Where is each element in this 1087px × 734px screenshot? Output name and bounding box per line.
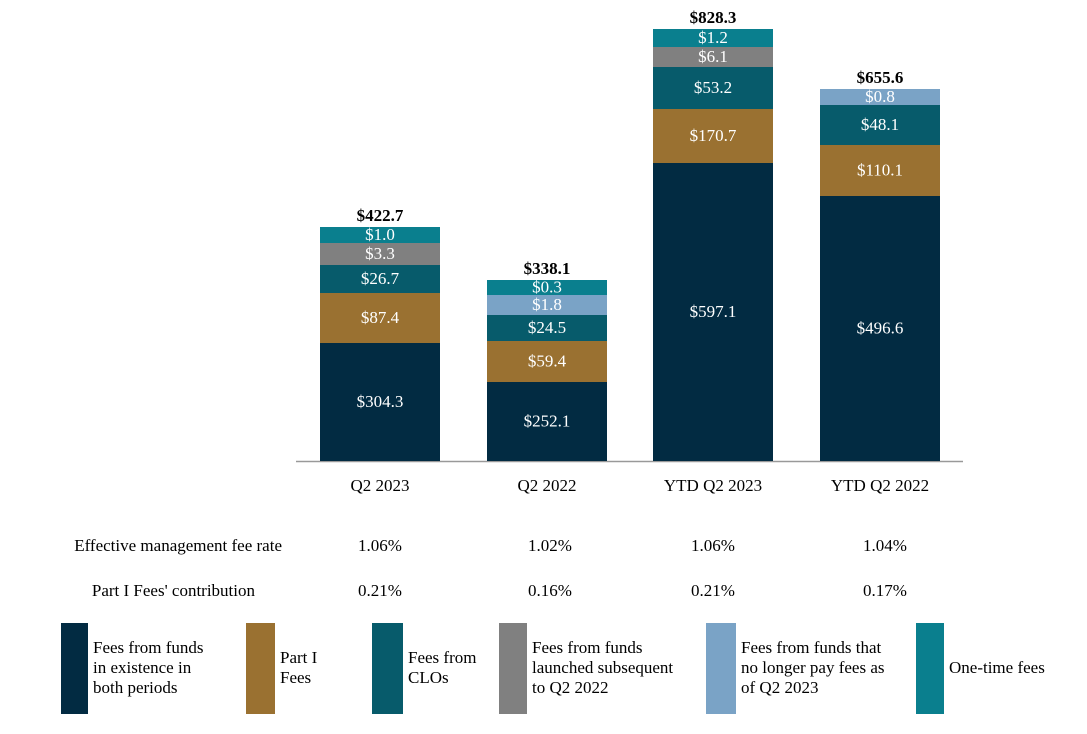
data-label: $59.4 — [528, 351, 567, 370]
total-label: $338.1 — [524, 259, 571, 278]
legend-swatch — [706, 623, 736, 714]
bar-segment — [320, 343, 440, 461]
part-i-cell: 0.16% — [528, 581, 572, 600]
legend-label-line: no longer pay fees as — [741, 658, 885, 677]
legend-label: Part I Fees — [280, 648, 317, 688]
bar-segment — [487, 280, 607, 295]
part-i-cell: 0.17% — [863, 581, 907, 600]
legend-swatch — [916, 623, 944, 714]
total-label: $655.6 — [857, 68, 904, 87]
data-label: $597.1 — [690, 302, 737, 321]
bar-segment — [320, 293, 440, 343]
bar-segment — [487, 315, 607, 341]
part-i-cell: 0.21% — [358, 581, 402, 600]
legend-label-line: Fees from funds — [93, 638, 204, 657]
part-i-cell: 0.21% — [691, 581, 735, 600]
bar-segment — [653, 109, 773, 163]
data-label: $252.1 — [524, 411, 571, 430]
data-label: $6.1 — [698, 47, 728, 66]
data-label: $496.6 — [857, 318, 904, 337]
data-label: $48.1 — [861, 115, 899, 134]
legend-label: Fees from funds launched subsequent to Q2 … — [532, 638, 673, 698]
data-label: $170.7 — [690, 126, 737, 145]
legend-label-line: both periods — [93, 678, 178, 697]
fee-rate-cell: 1.02% — [528, 536, 572, 555]
bar-segment — [820, 145, 940, 196]
x-tick-label: YTD Q2 2022 — [830, 476, 930, 495]
legend-label-line: Fees from funds — [532, 638, 643, 657]
legend-label-line: of Q2 2023 — [741, 678, 819, 697]
bar-segment — [653, 47, 773, 67]
data-label: $26.7 — [361, 269, 400, 288]
bar-segment — [320, 227, 440, 243]
legend-label-line: launched subsequent — [532, 658, 674, 677]
bar-segment — [487, 341, 607, 382]
legend-label: Fees from CLOs — [408, 648, 476, 688]
legend-label-line: Fees from funds that — [741, 638, 882, 657]
fee-rate-cell: 1.06% — [358, 536, 402, 555]
legend-label-line: Part I — [280, 648, 318, 667]
data-label: $3.3 — [365, 244, 395, 263]
data-label: $24.5 — [528, 318, 566, 337]
x-tick-label: YTD Q2 2023 — [663, 476, 763, 495]
data-label: $53.2 — [694, 78, 732, 97]
stacked-bar-chart: $304.3 $87.4 $26.7 $3.3$1.0$422.7 $252.1 $59.… — [296, 8, 963, 463]
legend-swatch — [246, 623, 275, 714]
legend-swatch — [499, 623, 527, 714]
bar-segment — [653, 67, 773, 109]
legend-label-line: to Q2 2022 — [532, 678, 609, 697]
data-label: $1.8 — [532, 295, 562, 314]
legend-label-line: One-time fees — [949, 658, 1045, 677]
data-label: $0.8 — [865, 87, 895, 106]
legend-label-line: CLOs — [408, 668, 449, 687]
legend-swatch — [61, 623, 88, 714]
legend-label-line: Fees from — [408, 648, 477, 667]
data-label: $1.0 — [365, 225, 395, 244]
fee-rate-cell: 1.04% — [863, 536, 907, 555]
bar-segment — [487, 382, 607, 461]
total-label: $828.3 — [690, 8, 737, 27]
fee-rate-row-label: Effective management fee rate — [74, 536, 282, 555]
bar-segment — [320, 243, 440, 265]
data-label: $304.3 — [357, 392, 404, 411]
legend-label: One-time fees — [949, 658, 1045, 678]
data-label: $1.2 — [698, 28, 728, 47]
part-i-row-label: Part I Fees' contribution — [91, 581, 255, 600]
bar-segment — [653, 29, 773, 47]
legend-label: Fees from funds that no longer pay fees a… — [741, 638, 885, 698]
bar-segment — [820, 105, 940, 145]
data-label: $87.4 — [361, 308, 400, 327]
bar-segment — [487, 295, 607, 315]
fee-rate-cell: 1.06% — [691, 536, 735, 555]
legend-label: Fees from funds in existence in both perio… — [93, 638, 203, 698]
x-tick-label: Q2 2022 — [517, 476, 577, 495]
data-label: $0.3 — [532, 277, 562, 296]
legend-label-line: Fees — [280, 668, 312, 687]
data-label: $110.1 — [857, 160, 903, 179]
total-label: $422.7 — [357, 206, 404, 225]
bar-segment — [820, 196, 940, 461]
bar-segment — [820, 89, 940, 105]
bar-segment — [653, 163, 773, 461]
x-tick-label: Q2 2023 — [350, 476, 410, 495]
bar-segment — [320, 265, 440, 293]
legend-swatch — [372, 623, 403, 714]
legend-label-line: in existence in — [93, 658, 192, 677]
